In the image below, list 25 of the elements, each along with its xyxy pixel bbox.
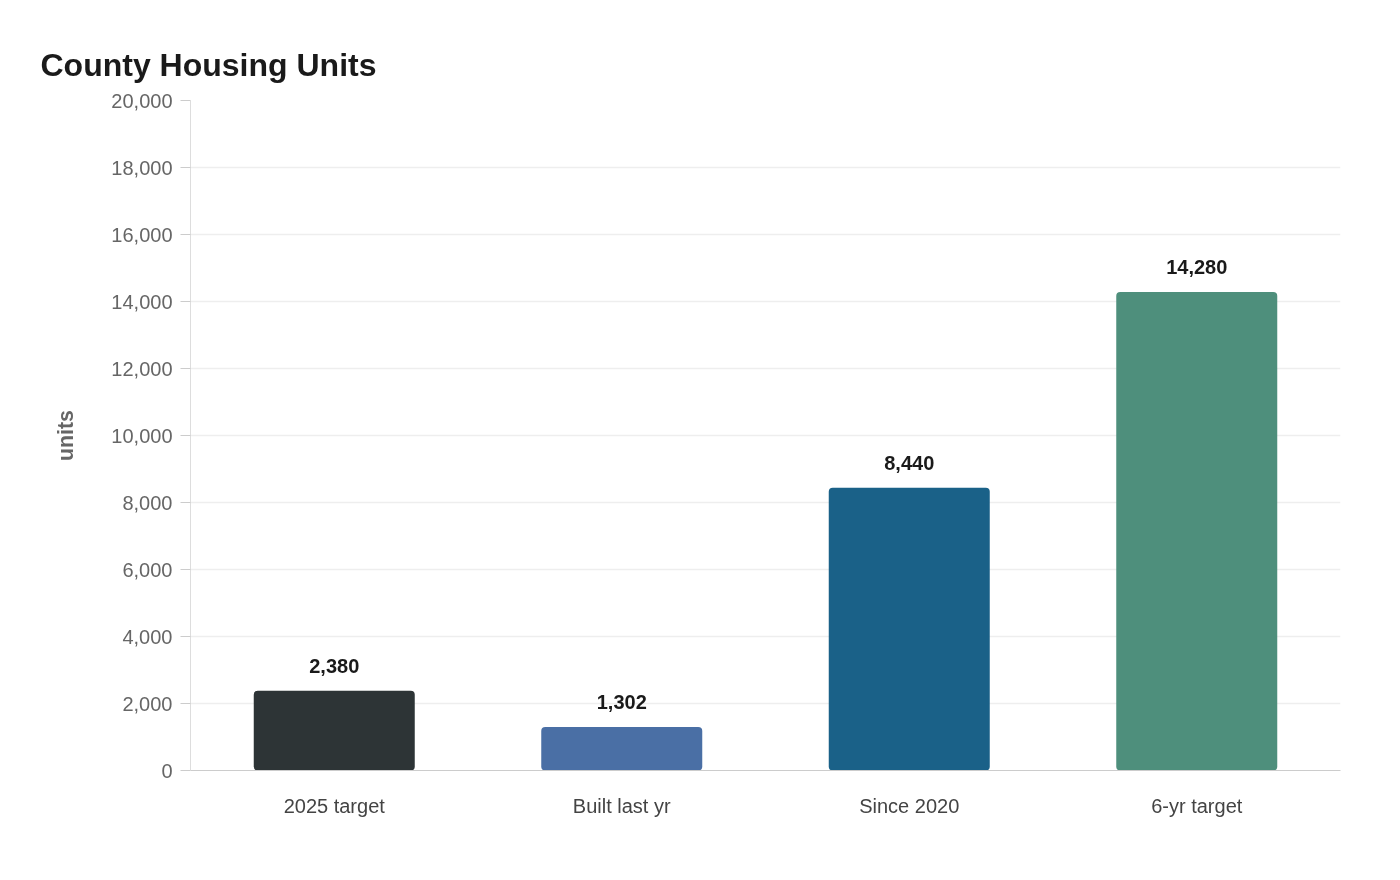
data-label: 2,380 [309, 654, 360, 677]
y-axis-title: units [54, 410, 79, 461]
data-label: 8,440 [884, 451, 935, 474]
bar [253, 690, 415, 771]
x-tick-label: Since 2020 [859, 794, 960, 817]
x-tick-label: 2025 target [283, 794, 386, 817]
data-label: 14,280 [1166, 256, 1228, 279]
y-tick-label: 20,000 [111, 89, 173, 112]
y-tick-label: 14,000 [111, 290, 173, 313]
chart-title: County Housing Units [40, 47, 377, 83]
y-tick-label: 10,000 [111, 424, 173, 447]
bar [541, 726, 703, 771]
y-tick-label: 16,000 [111, 223, 173, 246]
y-tick-label: 0 [161, 759, 173, 782]
x-tick-label: 6-yr target [1151, 794, 1243, 817]
y-tick-label: 4,000 [122, 625, 173, 648]
x-tick-label: Built last yr [572, 794, 671, 817]
bar [828, 487, 990, 771]
y-tick-label: 2,000 [122, 692, 173, 715]
y-tick-label: 6,000 [122, 558, 173, 581]
y-tick-label: 8,000 [122, 491, 173, 514]
bar [1116, 292, 1278, 771]
y-tick-label: 12,000 [111, 357, 173, 380]
y-tick-label: 18,000 [111, 156, 173, 179]
data-label: 1,302 [596, 690, 647, 713]
